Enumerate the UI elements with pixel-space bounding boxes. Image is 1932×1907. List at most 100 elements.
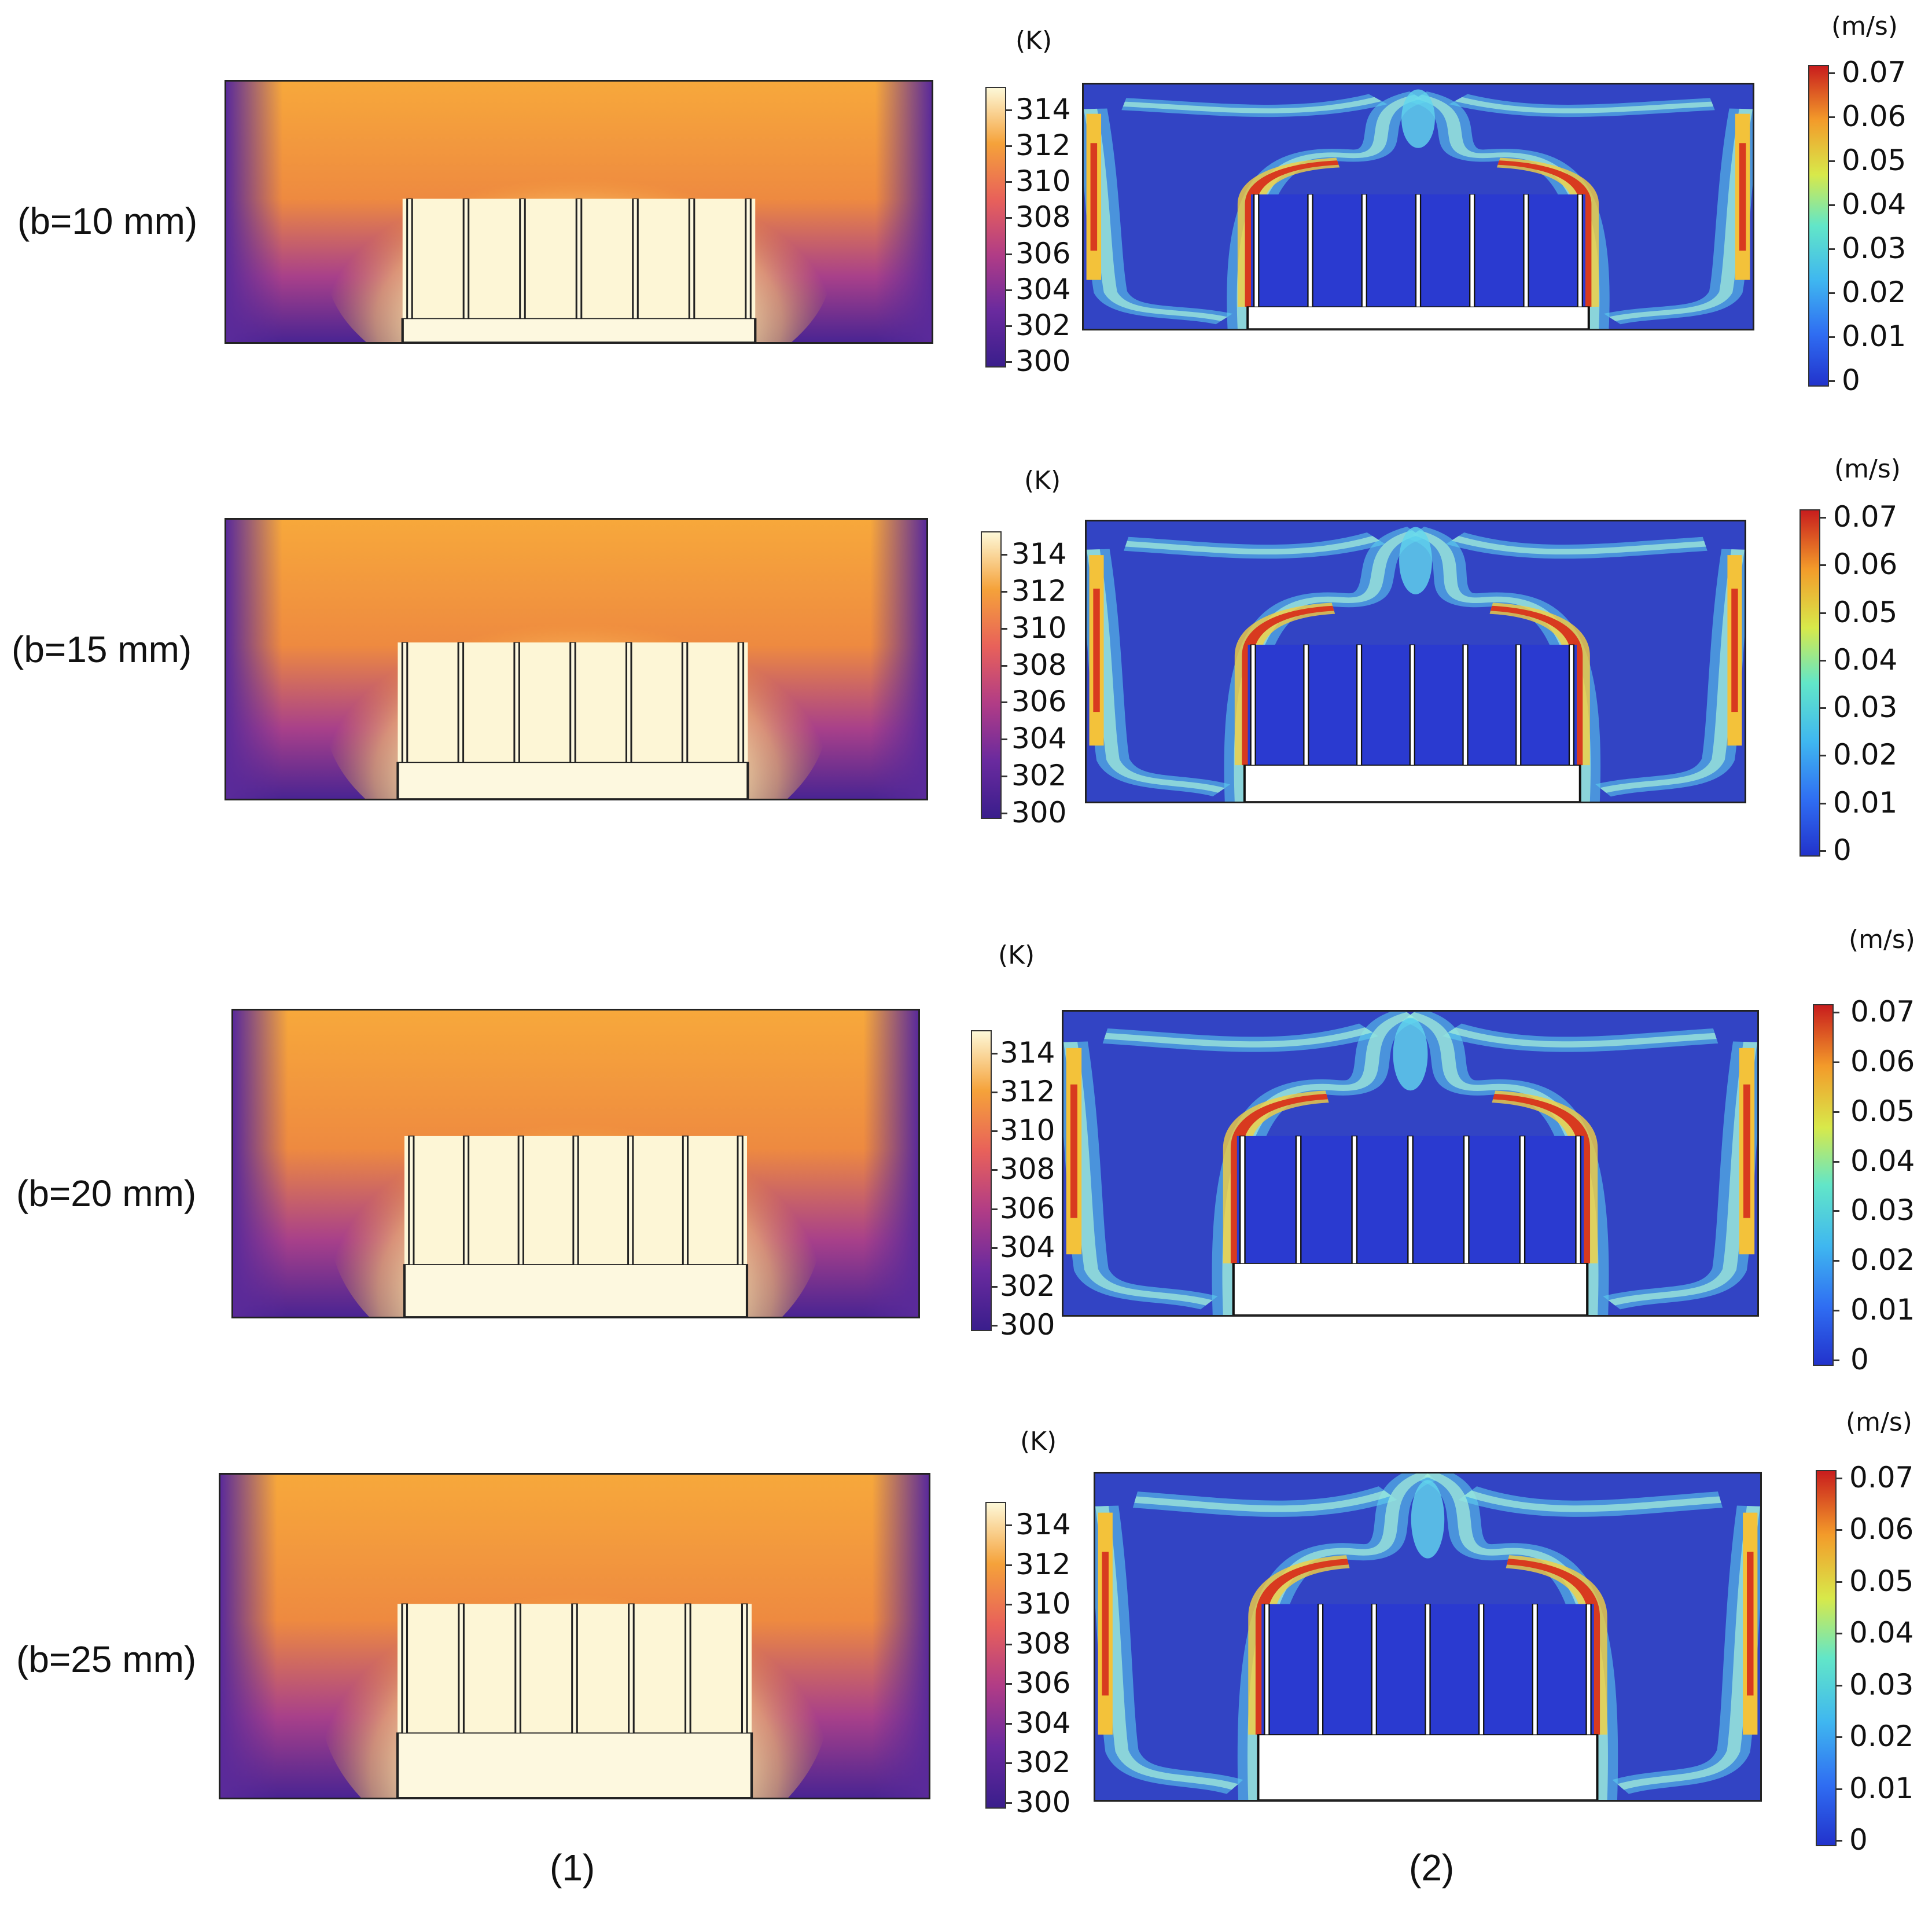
- heat-sink-fin: [745, 198, 752, 319]
- temp-colorbar-tick-label: 308: [1015, 200, 1071, 234]
- temp-colorbar-tick-label: 302: [1015, 1746, 1071, 1780]
- vel-colorbar-tick-label: 0.03: [1850, 1193, 1915, 1228]
- vel-colorbar-tick-label: 0.04: [1842, 188, 1907, 221]
- temp-colorbar-tick-label: 310: [1015, 164, 1071, 199]
- temp-colorbar-tickmark: [992, 1169, 998, 1171]
- velocity-field-b10: [1082, 83, 1754, 330]
- temp-colorbar-unit-b25: (K): [1020, 1427, 1057, 1456]
- heat-sink-fin: [1585, 1604, 1592, 1735]
- heat-sink-fin: [1575, 1136, 1582, 1264]
- vel-colorbar-tick-label: 0.06: [1850, 1044, 1915, 1078]
- vel-colorbar-tickmark: [1820, 850, 1826, 852]
- vel-colorbar-unit-b15: (m/s): [1834, 454, 1901, 484]
- vel-colorbar-tick-label: 0.06: [1833, 548, 1898, 582]
- heat-sink-fin: [1356, 644, 1363, 766]
- temp-colorbar-tickmark: [992, 1285, 998, 1288]
- vel-colorbar-tick-label: 0.07: [1850, 995, 1915, 1028]
- heat-sink-fin: [514, 1603, 521, 1734]
- heat-sink-fin: [681, 642, 689, 763]
- heat-sink-fin: [457, 642, 465, 763]
- temperature-field-b20: [231, 1009, 920, 1318]
- heat-sink-fin: [632, 198, 639, 319]
- vel-colorbar-tickmark: [1834, 1260, 1839, 1262]
- vel-colorbar-tickmark: [1834, 1160, 1839, 1163]
- heat-sink-fin: [1532, 1604, 1539, 1735]
- temp-colorbar-tick-label: 304: [1000, 1230, 1055, 1264]
- temperature-field-b25: [219, 1473, 930, 1799]
- vel-colorbar-tickmark: [1829, 204, 1835, 206]
- heat-sink-fin: [569, 642, 576, 763]
- vel-colorbar-tick-label: 0.02: [1833, 738, 1898, 772]
- heat-sink-fin: [1469, 194, 1475, 307]
- vel-colorbar-tick-label: 0.04: [1850, 1144, 1915, 1178]
- vel-colorbar-tick-label: 0.06: [1842, 100, 1907, 133]
- temperature-field-b10: [225, 80, 933, 344]
- heat-sink-fin: [1462, 644, 1469, 766]
- temp-colorbar-tick-label: 304: [1011, 722, 1067, 756]
- vel-colorbar-tick-label: 0.06: [1849, 1512, 1914, 1546]
- heat-sink-fin: [737, 642, 745, 763]
- temp-colorbar-tickmark: [1006, 1722, 1012, 1725]
- heat-sink-fin: [741, 1603, 748, 1734]
- heat-sink-fin: [625, 642, 632, 763]
- heat-sink-fin: [462, 1136, 470, 1265]
- heat-sink-fin: [401, 642, 409, 763]
- temp-colorbar-tickmark: [1002, 813, 1007, 814]
- vel-colorbar-tick-label: 0.07: [1849, 1461, 1914, 1494]
- vel-colorbar-tickmark: [1837, 1633, 1842, 1635]
- vel-colorbar-tickmark: [1829, 248, 1835, 250]
- temp-colorbar-tick-label: 312: [1015, 128, 1071, 163]
- vel-colorbar-tickmark: [1834, 1012, 1839, 1013]
- temp-colorbar-tick-label: 312: [1011, 574, 1067, 608]
- temp-colorbar-unit-b15: (K): [1024, 466, 1061, 495]
- vel-colorbar-tick-label: 0.01: [1850, 1293, 1915, 1327]
- heat-sink-fin: [1463, 1136, 1470, 1264]
- heat-sink-fin: [571, 1603, 578, 1734]
- temp-colorbar-tick-label: 304: [1015, 1706, 1071, 1740]
- temp-colorbar-tick-label: 312: [1015, 1547, 1071, 1581]
- vel-colorbar-tickmark: [1837, 1788, 1842, 1790]
- vel-colorbar-unit-b10: (m/s): [1831, 12, 1898, 41]
- vel-colorbar-tick-label: 0: [1833, 833, 1852, 867]
- temp-colorbar-tick-label: 314: [1015, 1508, 1071, 1541]
- vel-colorbar-tickmark: [1834, 1111, 1839, 1113]
- vel-colorbar-tickmark: [1820, 517, 1826, 519]
- temp-colorbar-tickmark: [1006, 1643, 1012, 1645]
- temp-colorbar-tickmark: [1006, 1524, 1012, 1526]
- vel-colorbar-tick-label: 0.05: [1833, 595, 1898, 629]
- velocity-field-b15: [1085, 520, 1746, 803]
- vel-colorbar-tickmark: [1820, 755, 1826, 757]
- temp-colorbar-tick-label: 312: [1000, 1075, 1055, 1109]
- heat-sink-fin: [685, 1603, 691, 1734]
- heat-sink-base: [401, 318, 757, 342]
- heat-sink-fin: [458, 1603, 465, 1734]
- heat-sink-fin: [628, 1603, 635, 1734]
- heat-sink-fin: [1407, 1136, 1414, 1264]
- heat-sink-fin: [462, 198, 470, 319]
- heat-sink-fin: [1351, 1136, 1358, 1264]
- heat-sink-fin: [1371, 1604, 1377, 1735]
- temp-colorbar-tick-label: 306: [1000, 1191, 1055, 1225]
- vel-colorbar-tick-label: 0.01: [1842, 319, 1907, 353]
- vel-colorbar-tickmark: [1820, 802, 1826, 804]
- heat-sink-fin: [1409, 644, 1415, 766]
- temp-colorbar-tick-label: 314: [1015, 93, 1071, 126]
- temp-colorbar-tick-label: 300: [1011, 796, 1067, 829]
- temp-colorbar-tick-label: 310: [1011, 611, 1067, 645]
- heat-sink-fin: [1317, 1604, 1324, 1735]
- temp-colorbar-tick-label: 306: [1011, 685, 1067, 719]
- vel-colorbar-tickmark: [1829, 380, 1835, 382]
- vel-colorbar-tickmark: [1834, 1359, 1839, 1361]
- vel-colorbar-tickmark: [1837, 1736, 1842, 1739]
- temp-colorbar-tick-label: 308: [1011, 648, 1067, 682]
- heat-sink-fin: [575, 198, 583, 319]
- column-label-temperature: (1): [550, 1847, 595, 1888]
- vel-colorbar-tick-label: 0: [1842, 363, 1860, 397]
- vel-colorbar-tick-label: 0.02: [1850, 1243, 1915, 1277]
- temp-colorbar-tick-label: 300: [1000, 1308, 1055, 1342]
- temp-colorbar-b20: [971, 1030, 992, 1331]
- temp-colorbar-tickmark: [992, 1130, 998, 1133]
- temp-colorbar-tick-label: 304: [1015, 272, 1071, 306]
- vel-colorbar-b25: [1816, 1470, 1837, 1846]
- temp-colorbar-tick-label: 300: [1015, 344, 1071, 378]
